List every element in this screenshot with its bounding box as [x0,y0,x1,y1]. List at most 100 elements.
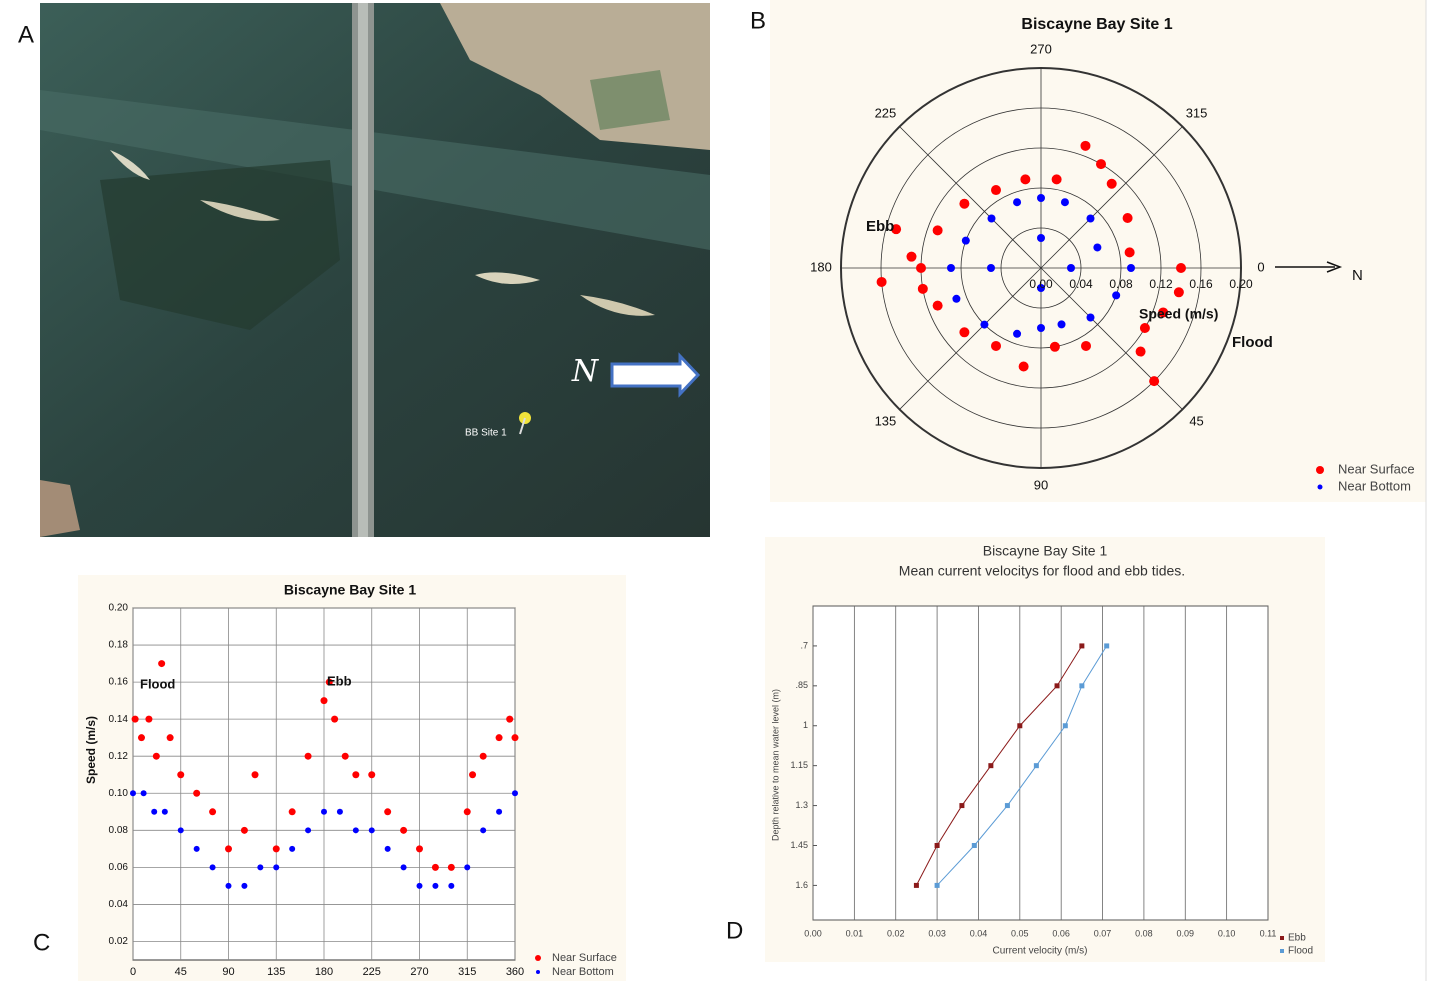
point [1017,723,1023,729]
y-tick-label: 0.10 [109,788,129,799]
y-tick-label: 1.6 [795,880,808,890]
y-tick-label: 1.15 [790,760,808,770]
point [273,864,280,871]
y-tick-label: 0.08 [109,825,129,836]
panel-label: B [750,7,766,34]
y-tick-label: 0.04 [109,899,129,910]
point [251,771,259,779]
point [891,224,902,235]
legend-label: Ebb [1288,933,1306,944]
point [959,327,970,338]
point [325,678,333,686]
point [431,863,439,871]
radial-tick-label: 0.00 [1029,277,1053,291]
radial-tick-label: 0.20 [1229,277,1253,291]
point [257,864,264,871]
point [959,198,970,209]
point [193,789,201,797]
point [416,882,423,889]
point [137,734,145,742]
chart-title: Biscayne Bay Site 1 [983,543,1108,559]
y-tick-label: 0.16 [109,677,129,688]
point [1122,213,1133,223]
point [225,845,232,853]
point [932,300,943,311]
map-site-label: BB Site 1 [465,428,507,439]
panel-label: A [18,21,34,48]
y-tick-label: .7 [800,640,808,650]
point [400,864,407,871]
point [1081,340,1091,351]
point [934,842,940,848]
y-tick-label: 1 [803,720,808,730]
point [177,771,185,779]
point [916,263,926,273]
point [368,771,376,779]
y-tick-label: 0.18 [109,640,129,651]
x-tick-label: 225 [363,966,381,978]
x-tick-label: 135 [267,966,285,978]
point [511,734,519,742]
point [1080,140,1091,151]
y-tick-label: 0.02 [109,936,129,947]
point [1086,313,1095,322]
point [1135,346,1146,357]
north-label: N [1352,267,1363,284]
x-tick-label: 0.02 [887,928,905,938]
point [1139,323,1150,333]
point [321,808,327,815]
angle-label: 90 [1034,477,1048,492]
y-tick-label: 1.45 [790,840,808,850]
x-tick-label: 360 [506,966,524,978]
angle-label: 270 [1030,41,1052,56]
angle-spoke [1040,126,1183,269]
y-axis-label: Depth relative to mean water level (m) [770,689,780,841]
point [241,882,248,889]
map-north-label: N [571,354,600,389]
chart-title: Biscayne Bay Site 1 [1021,16,1172,33]
point [1020,174,1031,185]
point [463,808,471,816]
point [152,752,160,760]
point [331,715,339,723]
point [1149,376,1160,387]
point [1106,178,1117,189]
point [1049,341,1060,352]
point [464,864,471,871]
x-tick-label: 270 [410,966,428,978]
point [1173,287,1184,298]
legend-label: Flood [1288,946,1313,957]
point [959,803,965,809]
x-tick-label: 0 [130,966,136,978]
x-tick-label: 180 [315,966,333,978]
x-tick-label: 0.03 [928,928,946,938]
annotation: Flood [140,676,175,691]
point [987,214,996,223]
radial-tick-label: 0.04 [1069,277,1093,291]
point [1112,291,1121,300]
point [336,808,343,815]
legend-label: Near Surface [1338,461,1415,476]
x-tick-label: 45 [175,966,187,978]
point [288,808,296,816]
legend-marker [536,970,540,974]
point [1037,234,1045,242]
angle-label: 225 [875,105,897,120]
point [140,790,147,797]
x-tick-label: 0.01 [846,928,864,938]
y-tick-label: .85 [795,680,808,690]
point [495,734,503,742]
point [496,808,503,815]
point [304,752,312,760]
point [320,697,328,705]
point [1079,643,1085,649]
panel-label: C [33,929,50,956]
point [988,763,994,769]
point [906,251,917,262]
annotation: Ebb [327,673,352,688]
x-axis-label: Current velocity (m/s) [992,946,1087,957]
point [991,185,1001,196]
point [1051,174,1062,185]
point [991,340,1001,351]
point [917,283,928,294]
